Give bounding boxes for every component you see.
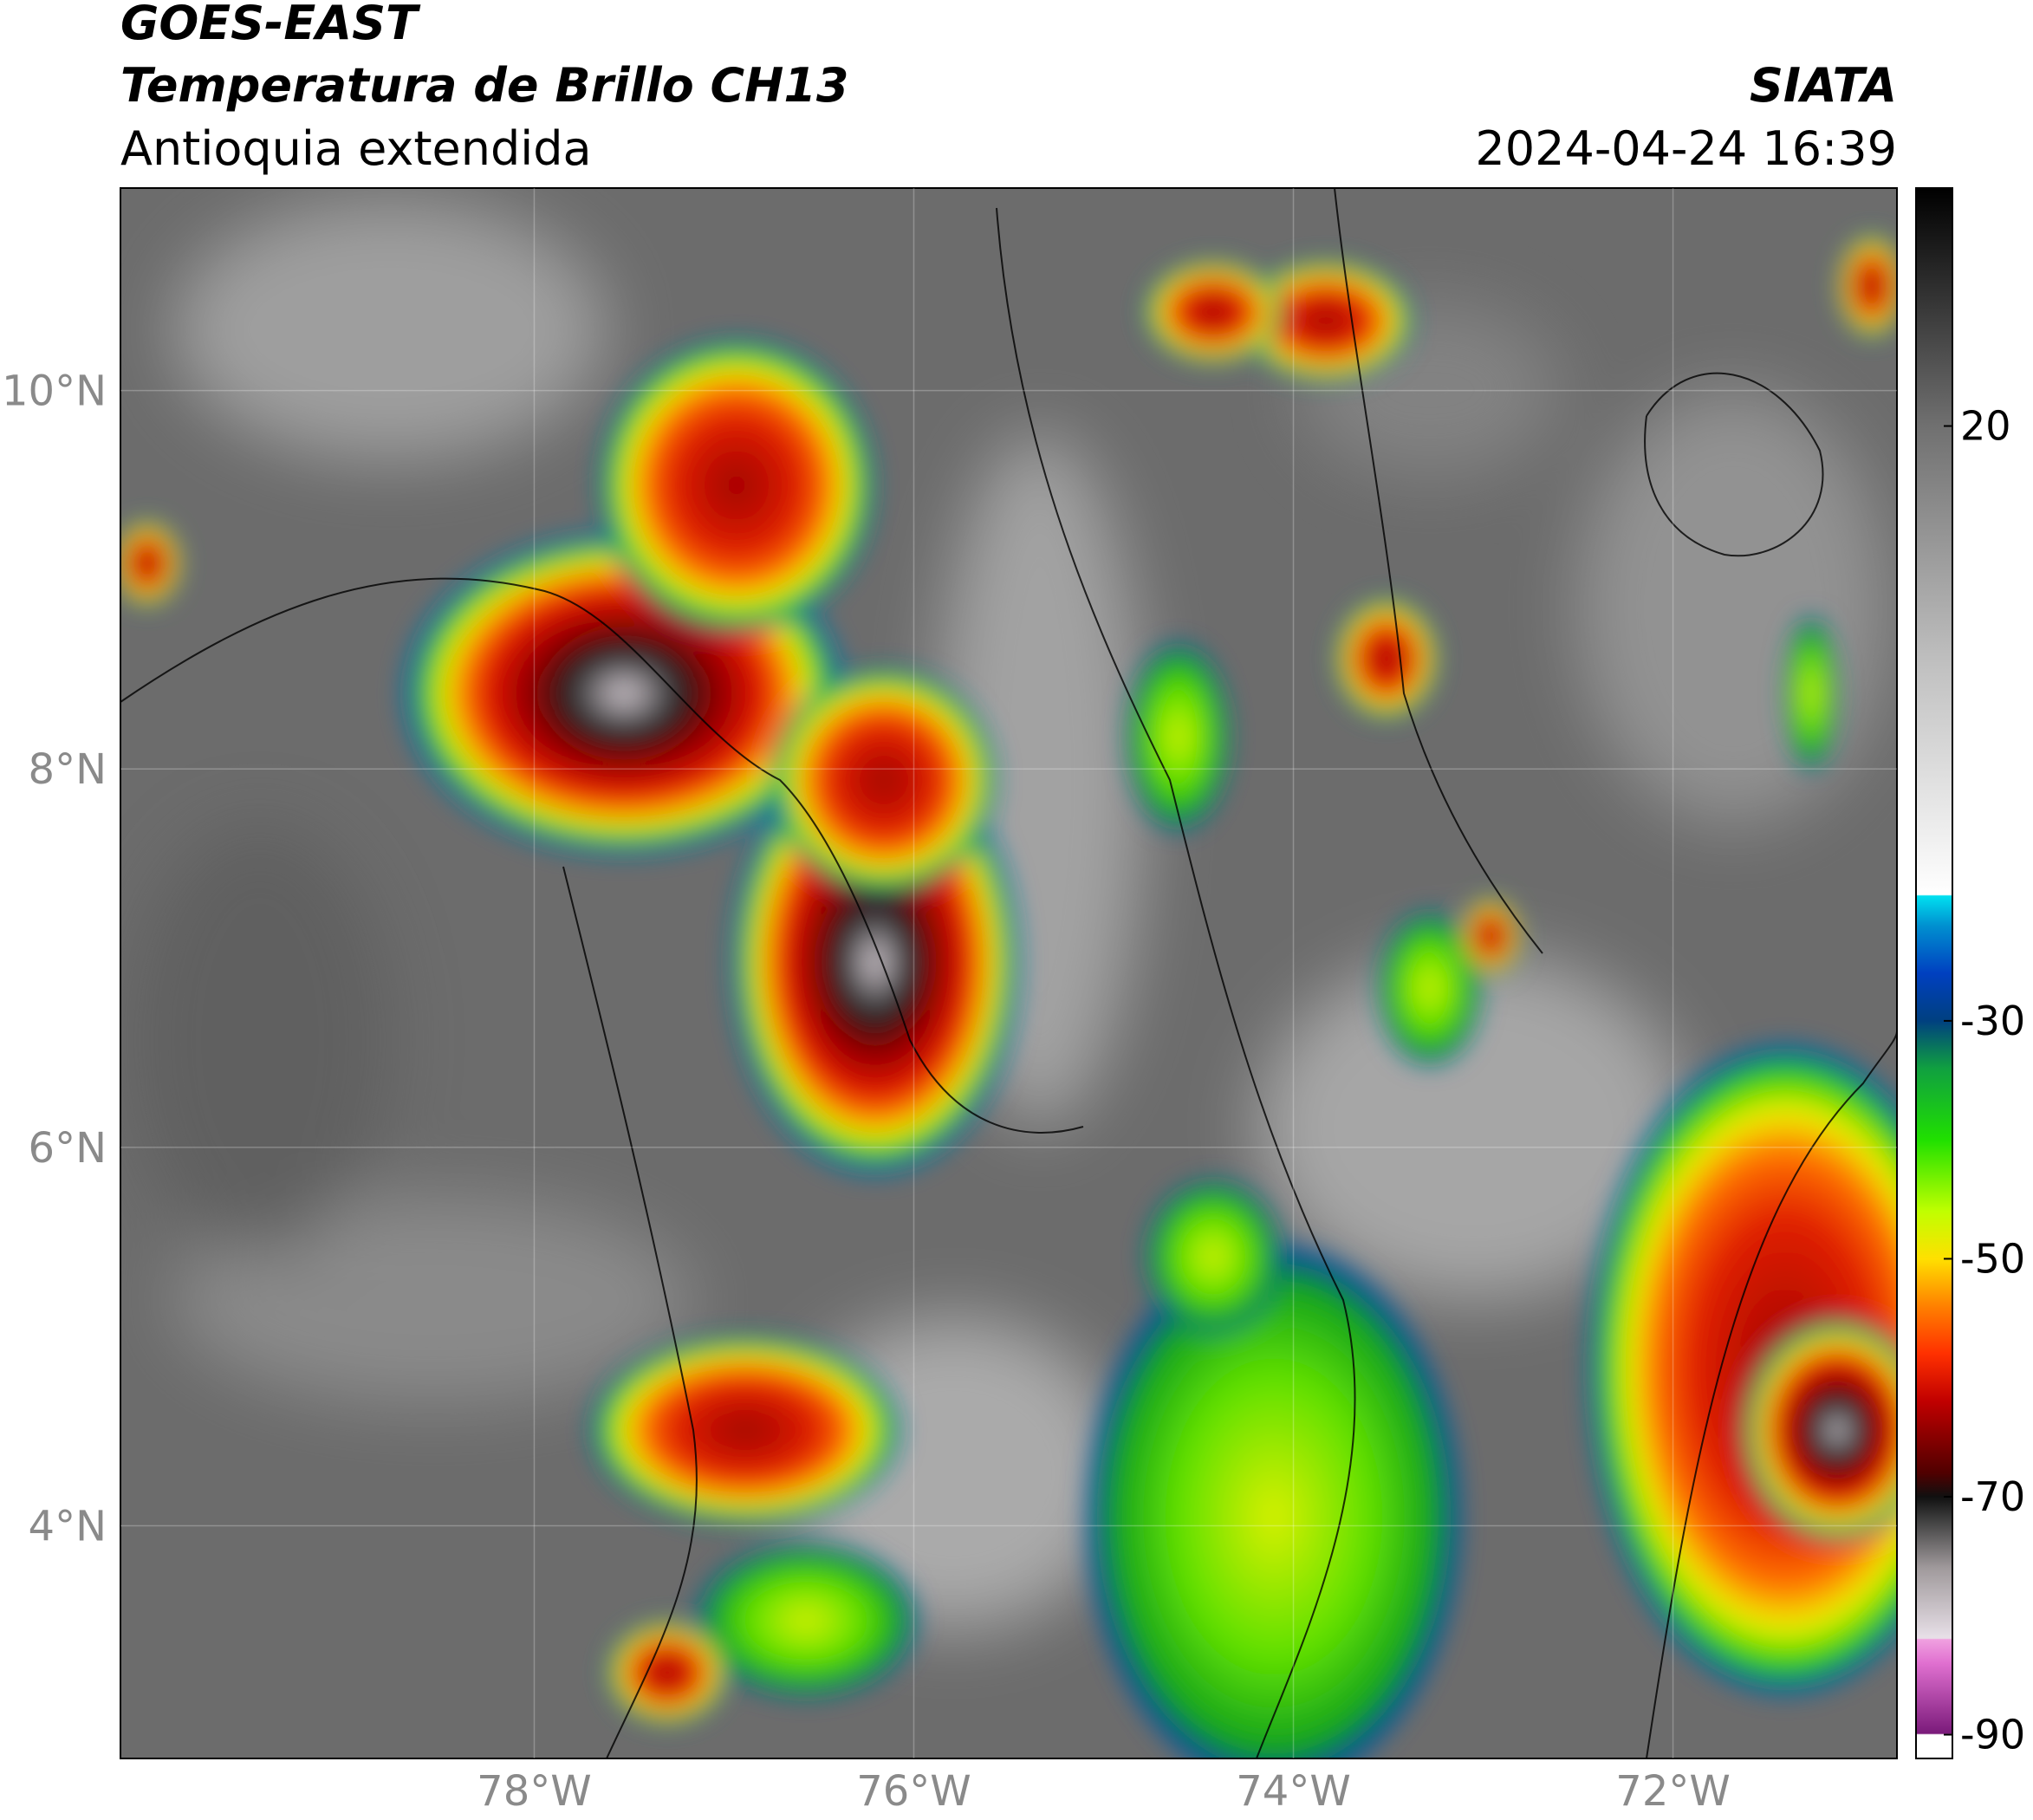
y-tick-label: 10°N — [2, 367, 107, 416]
title: Temperatura de Brillo CH13 — [120, 58, 849, 113]
colorbar-tick-label: -50 — [1960, 1235, 2025, 1282]
x-tick-label: 74°W — [1236, 1767, 1351, 1816]
colorbar-tick-label: 20 — [1960, 403, 2011, 450]
x-tick-label: 72°W — [1615, 1767, 1731, 1816]
y-tick-label: 4°N — [29, 1502, 107, 1550]
satellite-image — [120, 188, 1897, 1758]
source: SIATA — [1750, 58, 1897, 113]
colorbar-tick-label: -90 — [1960, 1712, 2025, 1758]
satellite-name: GOES-EAST — [120, 0, 421, 50]
datetime: 2024-04-24 16:39 — [1475, 121, 1897, 176]
colorbar-tick-label: -70 — [1960, 1473, 2025, 1520]
map-frame — [120, 187, 1898, 1759]
y-tick-label: 6°N — [29, 1124, 107, 1173]
subtitle: Antioquia extendida — [120, 121, 592, 176]
x-tick-label: 76°W — [856, 1767, 971, 1816]
y-tick-label: 8°N — [29, 745, 107, 794]
colorbar — [1915, 187, 1953, 1759]
x-tick-label: 78°W — [477, 1767, 592, 1816]
colorbar-tick-label: -30 — [1960, 998, 2025, 1044]
